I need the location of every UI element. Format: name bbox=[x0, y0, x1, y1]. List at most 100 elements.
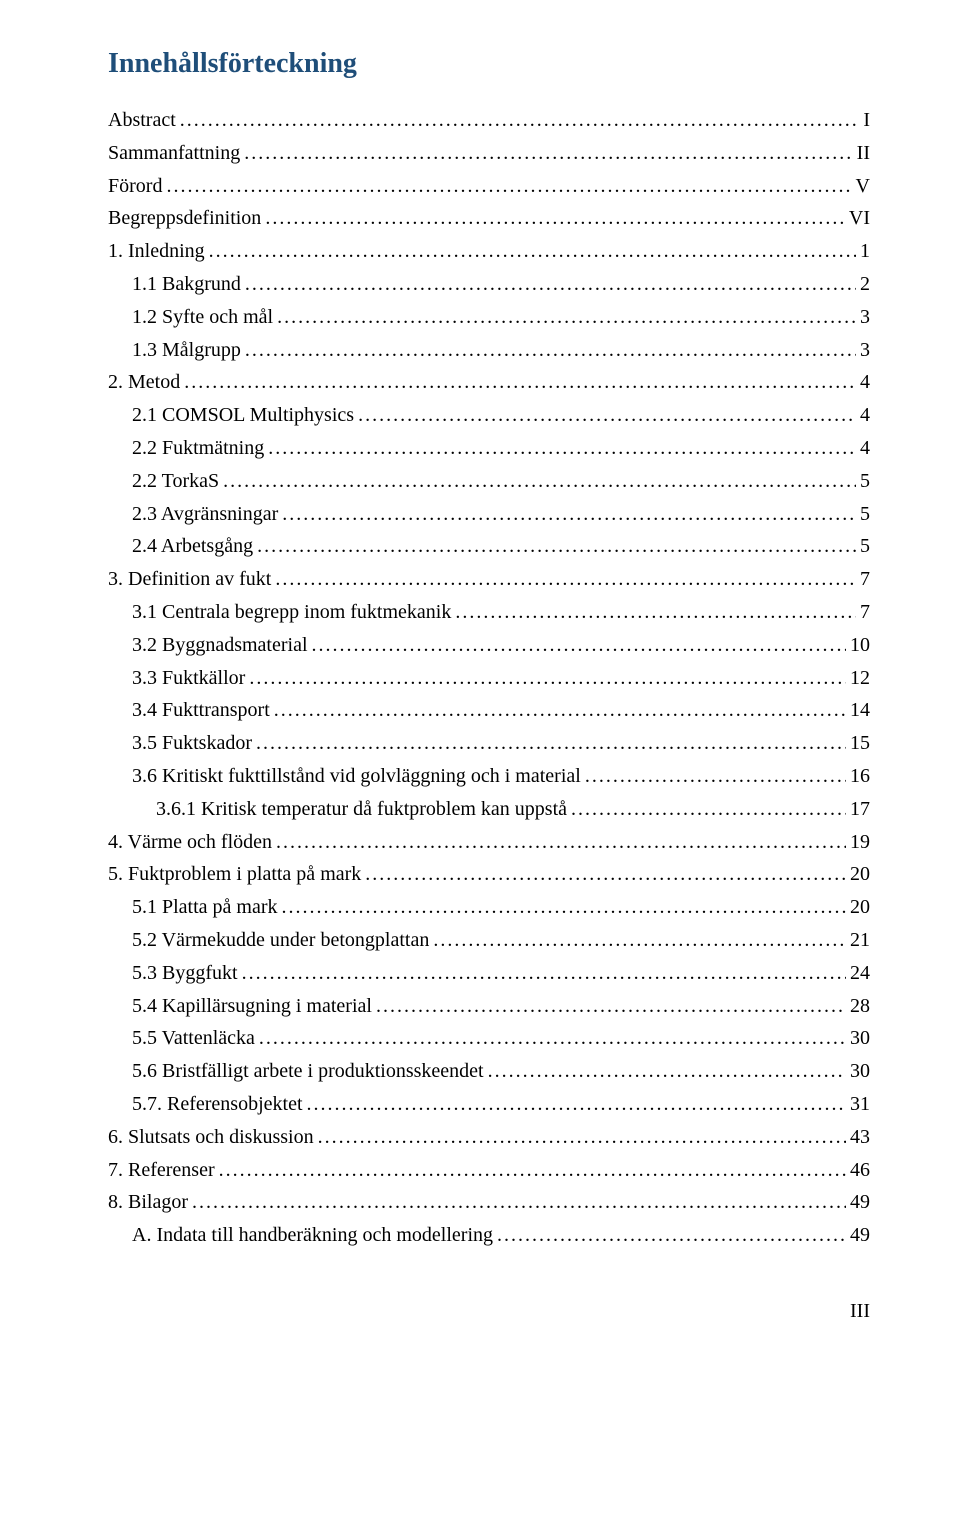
toc-leader-dots bbox=[277, 301, 856, 334]
toc-entry-label: 5.4 Kapillärsugning i material bbox=[132, 990, 372, 1023]
toc-entry-label: 5.7. Referensobjektet bbox=[132, 1088, 303, 1121]
toc-entry-page: 4 bbox=[860, 432, 870, 465]
toc-entry-label: Förord bbox=[108, 170, 162, 203]
toc-entry-page: 28 bbox=[850, 990, 870, 1023]
toc-entry-page: 2 bbox=[860, 268, 870, 301]
toc-entry-label: 5.2 Värmekudde under betongplattan bbox=[132, 924, 429, 957]
toc-entry-page: 14 bbox=[850, 694, 870, 727]
toc-entry-label: 2.2 Fuktmätning bbox=[132, 432, 264, 465]
page-number: III bbox=[108, 1300, 870, 1323]
toc-entry-label: 4. Värme och flöden bbox=[108, 826, 272, 859]
toc-entry-page: II bbox=[857, 137, 870, 170]
toc-leader-dots bbox=[585, 760, 846, 793]
toc-entry-label: 3.1 Centrala begrepp inom fuktmekanik bbox=[132, 596, 451, 629]
toc-entry-page: 17 bbox=[850, 793, 870, 826]
toc-entry[interactable]: 1.1 Bakgrund2 bbox=[108, 268, 870, 301]
toc-list: AbstractISammanfattningIIFörordVBegrepps… bbox=[108, 104, 870, 1252]
toc-entry-label: 3.4 Fukttransport bbox=[132, 694, 270, 727]
toc-entry[interactable]: 2. Metod 4 bbox=[108, 366, 870, 399]
toc-leader-dots bbox=[358, 399, 856, 432]
toc-entry[interactable]: 5. Fuktproblem i platta på mark20 bbox=[108, 858, 870, 891]
toc-leader-dots bbox=[571, 793, 846, 826]
toc-entry[interactable]: 2.4 Arbetsgång5 bbox=[108, 530, 870, 563]
toc-entry[interactable]: 5.5 Vattenläcka30 bbox=[108, 1022, 870, 1055]
toc-leader-dots bbox=[184, 366, 856, 399]
toc-entry-page: 30 bbox=[850, 1022, 870, 1055]
toc-entry[interactable]: 1. Inledning1 bbox=[108, 235, 870, 268]
toc-entry[interactable]: 5.6 Bristfälligt arbete i produktionsske… bbox=[108, 1055, 870, 1088]
toc-leader-dots bbox=[376, 990, 846, 1023]
toc-entry-page: 43 bbox=[850, 1121, 870, 1154]
toc-entry-page: 5 bbox=[860, 530, 870, 563]
toc-entry[interactable]: Begreppsdefinition VI bbox=[108, 202, 870, 235]
toc-entry-page: 10 bbox=[850, 629, 870, 662]
toc-entry-label: A. Indata till handberäkning och modelle… bbox=[132, 1219, 493, 1252]
toc-entry[interactable]: A. Indata till handberäkning och modelle… bbox=[108, 1219, 870, 1252]
toc-entry[interactable]: 5.7. Referensobjektet 31 bbox=[108, 1088, 870, 1121]
toc-entry-label: 2. Metod bbox=[108, 366, 180, 399]
toc-entry[interactable]: 2.2 Fuktmätning 4 bbox=[108, 432, 870, 465]
toc-entry-page: VI bbox=[849, 202, 870, 235]
toc-title: Innehållsförteckning bbox=[108, 48, 870, 80]
toc-entry[interactable]: 1.2 Syfte och mål3 bbox=[108, 301, 870, 334]
toc-entry-page: 15 bbox=[850, 727, 870, 760]
toc-entry-page: 4 bbox=[860, 366, 870, 399]
toc-entry-label: 1.3 Målgrupp bbox=[132, 334, 241, 367]
toc-entry-page: 1 bbox=[860, 235, 870, 268]
toc-leader-dots bbox=[244, 137, 852, 170]
toc-leader-dots bbox=[282, 498, 856, 531]
toc-entry-page: 31 bbox=[850, 1088, 870, 1121]
toc-entry-label: 3. Definition av fukt bbox=[108, 563, 271, 596]
toc-entry-label: 2.1 COMSOL Multiphysics bbox=[132, 399, 354, 432]
toc-entry-label: Abstract bbox=[108, 104, 176, 137]
toc-entry[interactable]: SammanfattningII bbox=[108, 137, 870, 170]
toc-entry[interactable]: 2.2 TorkaS5 bbox=[108, 465, 870, 498]
toc-entry[interactable]: 5.4 Kapillärsugning i material 28 bbox=[108, 990, 870, 1023]
toc-entry-label: 2.3 Avgränsningar bbox=[132, 498, 278, 531]
toc-leader-dots bbox=[455, 596, 856, 629]
toc-entry[interactable]: AbstractI bbox=[108, 104, 870, 137]
toc-entry-page: 20 bbox=[850, 891, 870, 924]
toc-entry-page: 49 bbox=[850, 1219, 870, 1252]
toc-leader-dots bbox=[257, 530, 856, 563]
toc-entry[interactable]: FörordV bbox=[108, 170, 870, 203]
toc-entry[interactable]: 3. Definition av fukt7 bbox=[108, 563, 870, 596]
toc-entry[interactable]: 7. Referenser46 bbox=[108, 1154, 870, 1187]
toc-entry-page: 16 bbox=[850, 760, 870, 793]
toc-entry-label: 5.3 Byggfukt bbox=[132, 957, 238, 990]
toc-entry-page: 49 bbox=[850, 1186, 870, 1219]
toc-entry-label: Begreppsdefinition bbox=[108, 202, 261, 235]
toc-entry[interactable]: 3.4 Fukttransport 14 bbox=[108, 694, 870, 727]
toc-entry-page: 3 bbox=[860, 334, 870, 367]
toc-entry-page: 24 bbox=[850, 957, 870, 990]
toc-entry-page: 4 bbox=[860, 399, 870, 432]
toc-entry[interactable]: 3.6 Kritiskt fukttillstånd vid golvläggn… bbox=[108, 760, 870, 793]
toc-entry-page: 5 bbox=[860, 465, 870, 498]
toc-leader-dots bbox=[365, 858, 846, 891]
toc-leader-dots bbox=[245, 268, 856, 301]
toc-entry[interactable]: 5.2 Värmekudde under betongplattan 21 bbox=[108, 924, 870, 957]
toc-entry[interactable]: 5.1 Platta på mark20 bbox=[108, 891, 870, 924]
toc-entry-label: 7. Referenser bbox=[108, 1154, 215, 1187]
toc-leader-dots bbox=[268, 432, 856, 465]
toc-entry-page: 21 bbox=[850, 924, 870, 957]
toc-entry[interactable]: 3.6.1 Kritisk temperatur då fuktproblem … bbox=[108, 793, 870, 826]
toc-entry[interactable]: 2.3 Avgränsningar5 bbox=[108, 498, 870, 531]
toc-entry-label: 3.5 Fuktskador bbox=[132, 727, 252, 760]
toc-entry[interactable]: 4. Värme och flöden19 bbox=[108, 826, 870, 859]
toc-entry-label: 3.3 Fuktkällor bbox=[132, 662, 245, 695]
toc-entry[interactable]: 5.3 Byggfukt 24 bbox=[108, 957, 870, 990]
toc-entry[interactable]: 2.1 COMSOL Multiphysics 4 bbox=[108, 399, 870, 432]
toc-entry[interactable]: 3.1 Centrala begrepp inom fuktmekanik7 bbox=[108, 596, 870, 629]
toc-leader-dots bbox=[307, 1088, 847, 1121]
toc-entry[interactable]: 3.5 Fuktskador 15 bbox=[108, 727, 870, 760]
toc-entry[interactable]: 3.2 Byggnadsmaterial10 bbox=[108, 629, 870, 662]
toc-leader-dots bbox=[180, 104, 860, 137]
toc-leader-dots bbox=[223, 465, 856, 498]
toc-entry-label: 8. Bilagor bbox=[108, 1186, 188, 1219]
toc-entry[interactable]: 3.3 Fuktkällor12 bbox=[108, 662, 870, 695]
toc-entry-label: 5.6 Bristfälligt arbete i produktionsske… bbox=[132, 1055, 484, 1088]
toc-entry[interactable]: 8. Bilagor 49 bbox=[108, 1186, 870, 1219]
toc-entry[interactable]: 1.3 Målgrupp 3 bbox=[108, 334, 870, 367]
toc-entry[interactable]: 6. Slutsats och diskussion43 bbox=[108, 1121, 870, 1154]
